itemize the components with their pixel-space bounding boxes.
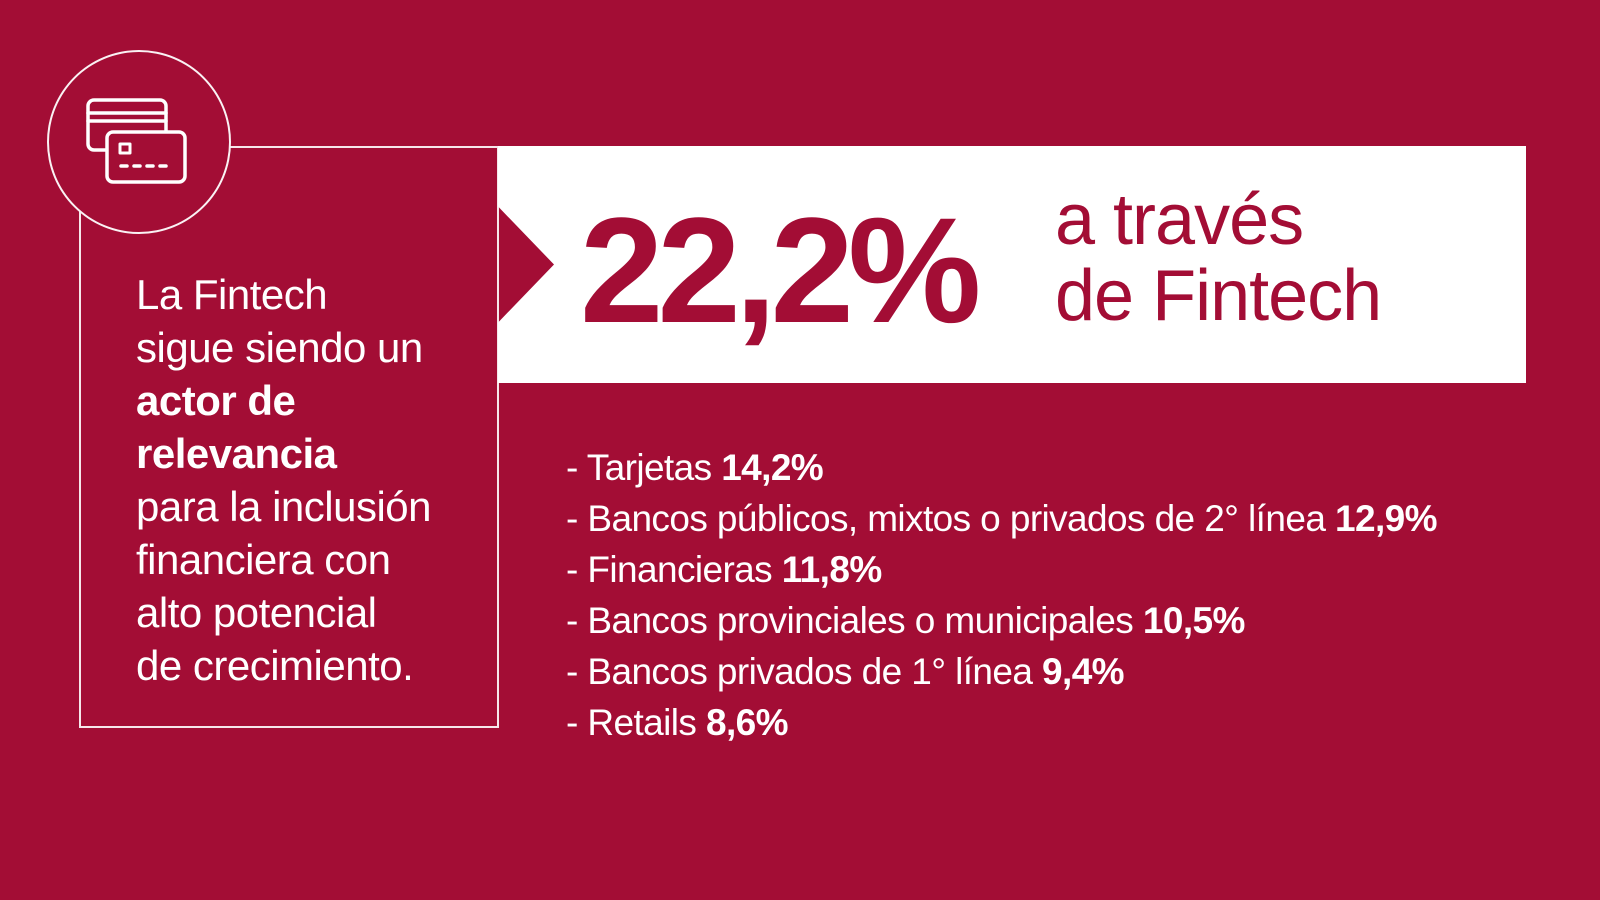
item-label: - Financieras — [566, 549, 773, 590]
item-value: 9,4% — [1042, 651, 1125, 692]
icon-badge — [47, 50, 231, 234]
item-value: 14,2% — [721, 447, 824, 488]
statement-line: La Fintech — [136, 271, 328, 318]
statement-emphasis: relevancia — [136, 430, 337, 477]
statement-text: La Fintech sigue siendo un actor de rele… — [136, 268, 481, 692]
item-label: - Bancos públicos, mixtos o privados de … — [566, 498, 1326, 539]
list-item: - Retails 8,6% — [566, 697, 1437, 748]
statement-line: alto potencial — [136, 589, 377, 636]
breakdown-list: - Tarjetas 14,2% - Bancos públicos, mixt… — [566, 442, 1438, 748]
item-label: - Bancos provinciales o municipales — [566, 600, 1134, 641]
highlight-value: 22,2% — [580, 186, 981, 354]
highlight-caption: a través de Fintech — [1055, 180, 1382, 336]
statement-line: para la inclusión — [136, 483, 432, 530]
list-item: - Bancos provinciales o municipales 10,5… — [566, 595, 1437, 646]
highlight-caption-line: a través — [1055, 180, 1304, 260]
list-item: - Bancos públicos, mixtos o privados de … — [566, 493, 1438, 544]
highlight-caption-line: de Fintech — [1055, 256, 1382, 336]
item-label: - Retails — [566, 702, 697, 743]
list-item: - Financieras 11,8% — [566, 544, 1437, 595]
item-value: 10,5% — [1142, 600, 1246, 641]
statement-frame — [79, 146, 499, 728]
item-value: 8,6% — [705, 702, 789, 743]
list-item: - Tarjetas 14,2% — [566, 442, 1437, 493]
statement-line: financiera con — [136, 536, 391, 583]
item-label: - Tarjetas — [566, 447, 712, 488]
statement-emphasis: actor de — [136, 377, 296, 424]
statement-line: de crecimiento. — [136, 642, 414, 689]
item-label: - Bancos privados de 1° línea — [566, 651, 1033, 692]
credit-cards-icon — [86, 98, 187, 184]
item-value: 12,9% — [1334, 498, 1438, 539]
statement-line: sigue siendo un — [136, 324, 423, 371]
list-item: - Bancos privados de 1° línea 9,4% — [566, 646, 1437, 697]
highlight-banner — [498, 146, 1526, 383]
item-value: 11,8% — [781, 549, 882, 590]
